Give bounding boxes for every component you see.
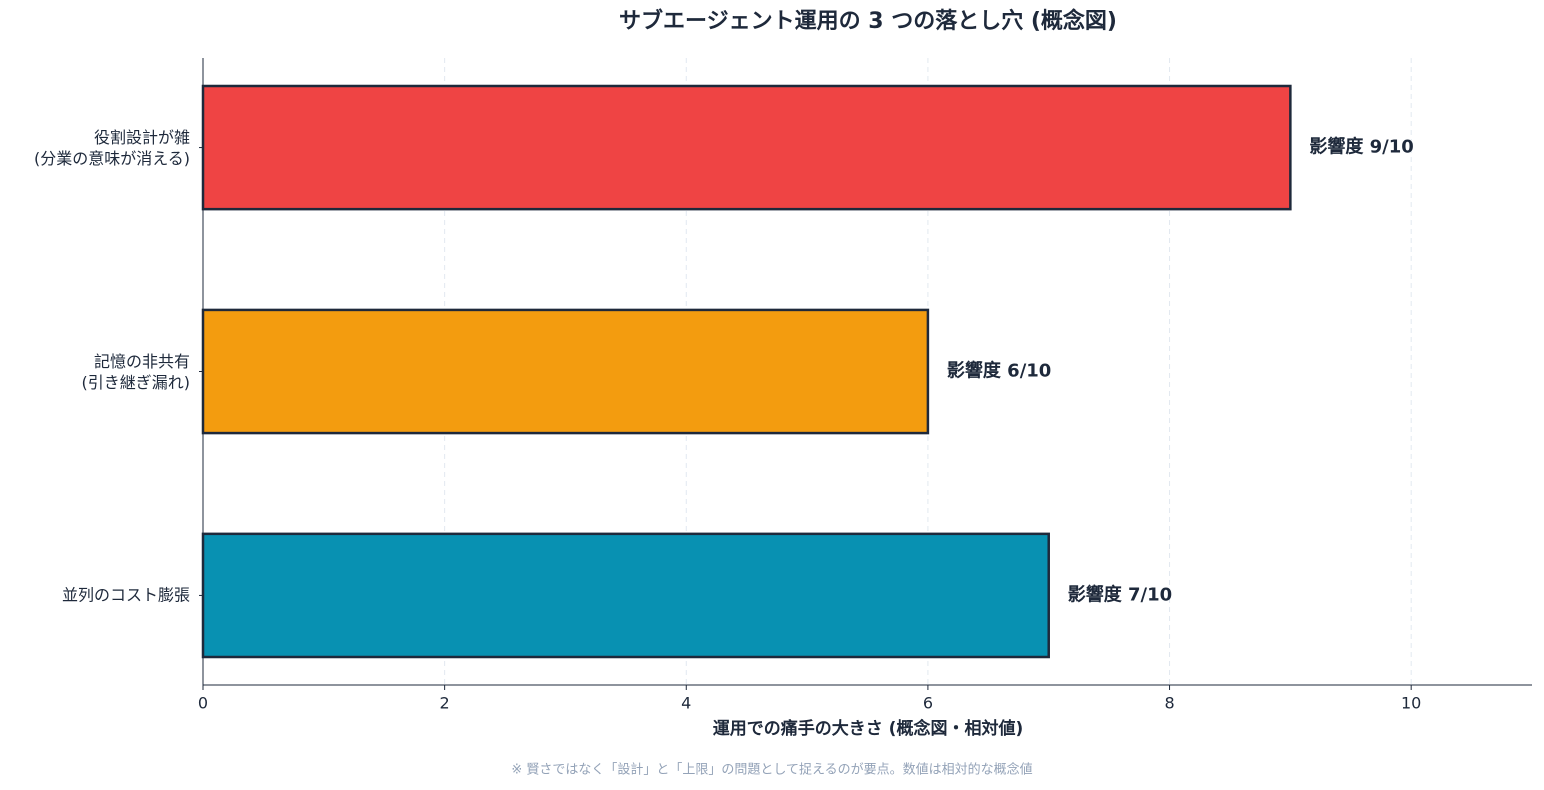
y-tick-label: 役割設計が雑 (分業の意味が消える) (33, 127, 190, 168)
bar (201, 532, 1050, 659)
x-tick-label: 8 (1164, 694, 1174, 713)
x-tick-label: 10 (1401, 694, 1421, 713)
bar (201, 308, 930, 435)
chart-title: サブエージェント運用の 3 つの落とし穴 (概念図) (619, 8, 1117, 34)
value-label: 影響度 9/10 (1309, 136, 1413, 158)
x-tick-label: 4 (681, 694, 691, 713)
y-tick-label: 並列のコスト膨張 (61, 585, 190, 605)
x-tick-label: 6 (923, 694, 933, 713)
value-label: 影響度 6/10 (947, 360, 1051, 382)
y-tick-label: 記憶の非共有 (引き継ぎ漏れ) (81, 351, 191, 392)
bar (201, 84, 1292, 211)
x-axis-label: 運用での痛手の大きさ (概念図・相対値) (713, 718, 1023, 739)
value-label: 影響度 7/10 (1068, 583, 1172, 605)
footnote: ※ 賢さではなく「設計」と「上限」の問題として捉えるのが要点。数値は相対的な概念… (511, 762, 1032, 778)
x-tick-label: 2 (440, 694, 450, 713)
x-tick-label: 0 (198, 694, 208, 713)
